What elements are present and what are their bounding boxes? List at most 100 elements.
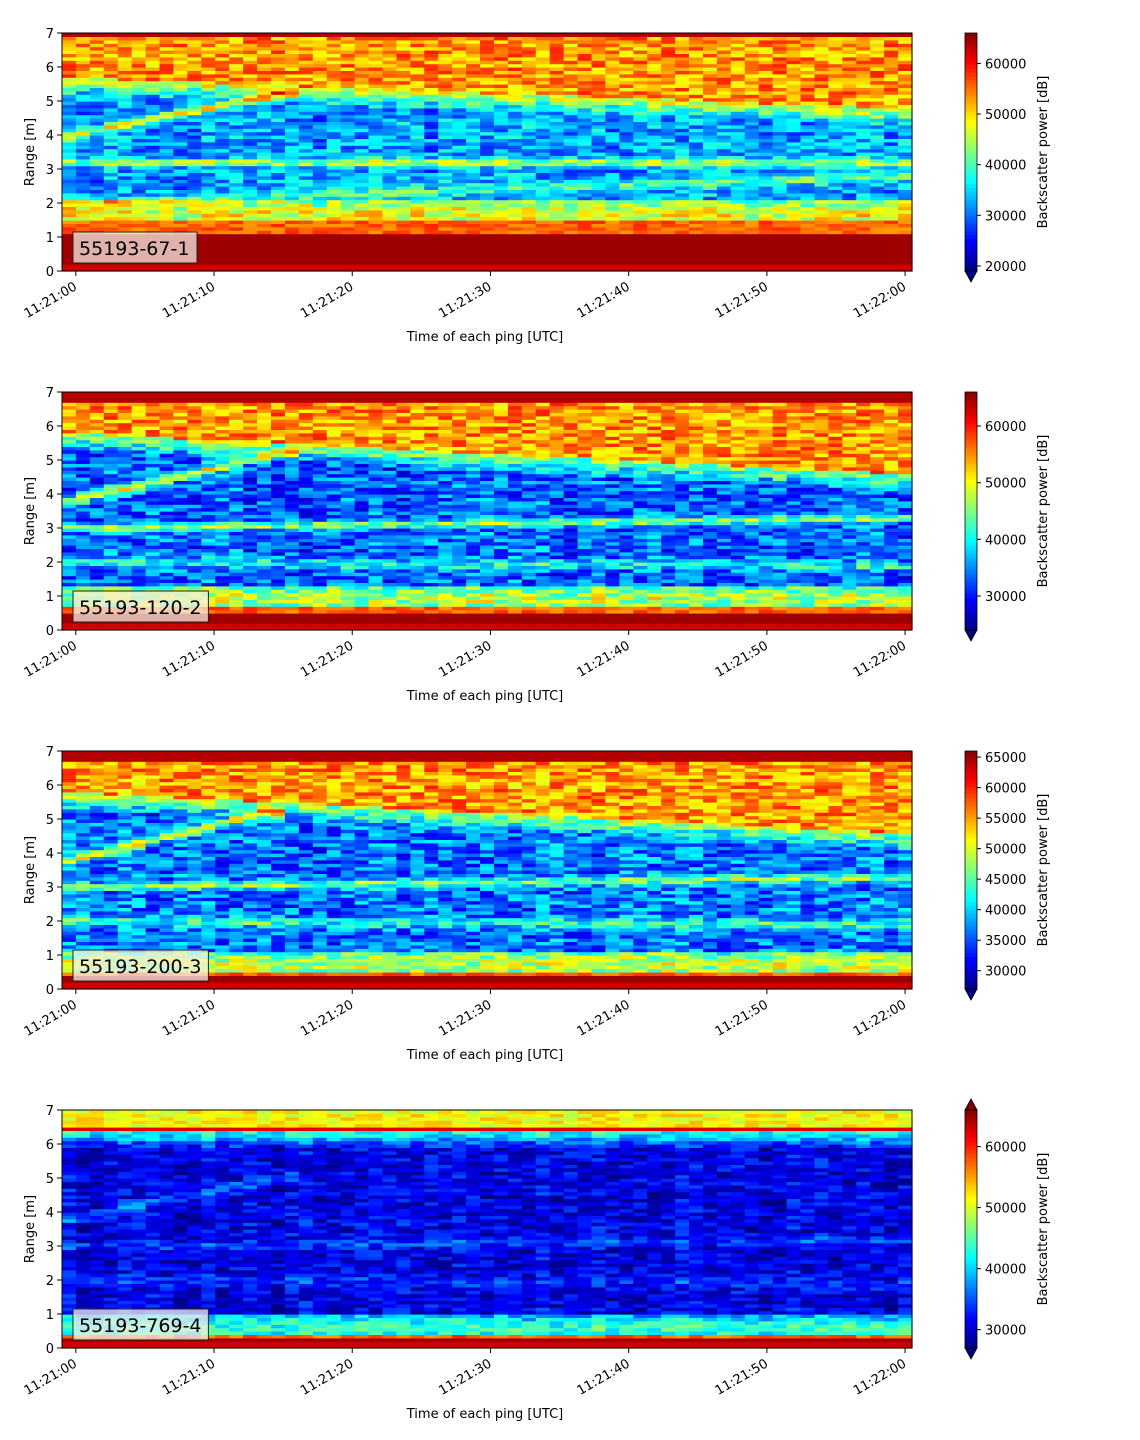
heatmap-cell — [898, 33, 913, 37]
heatmap-cell — [536, 159, 551, 163]
heatmap-cell — [410, 183, 425, 187]
heatmap-cell — [842, 251, 857, 255]
heatmap-cell — [856, 183, 871, 187]
heatmap-cell — [410, 149, 425, 153]
heatmap-cell — [257, 234, 272, 238]
heatmap-cell — [842, 193, 857, 197]
heatmap-cell — [592, 183, 607, 187]
colorbar-segment — [965, 152, 977, 157]
heatmap-cell — [257, 217, 272, 221]
heatmap-cell — [466, 33, 481, 37]
heatmap-cell — [856, 132, 871, 136]
x-tick-label: 11:21:30 — [436, 279, 494, 321]
heatmap-cell — [619, 149, 634, 153]
heatmap-cell — [438, 149, 453, 153]
colorbar-label: Backscatter power [dB] — [1036, 76, 1051, 229]
colorbar-segment — [965, 148, 977, 153]
heatmap-cell — [773, 33, 788, 37]
heatmap-cell — [578, 166, 593, 170]
heatmap-cell — [745, 264, 760, 268]
heatmap-cell — [564, 183, 579, 187]
heatmap-cell — [536, 166, 551, 170]
heatmap-cell — [842, 132, 857, 136]
heatmap-cell — [773, 149, 788, 153]
heatmap-cell — [118, 142, 133, 146]
heatmap-cell — [898, 183, 913, 187]
heatmap-cell — [842, 234, 857, 238]
heatmap-cell — [703, 251, 718, 255]
heatmap-cell — [229, 264, 244, 268]
colorbar-segment — [965, 61, 977, 66]
heatmap-cell — [452, 264, 467, 268]
heatmap-cell — [661, 193, 676, 197]
heatmap-cell — [703, 193, 718, 197]
heatmap-cell — [438, 244, 453, 248]
heatmap-cell — [633, 176, 648, 180]
heatmap-cell — [299, 227, 314, 231]
heatmap-cell — [466, 159, 481, 163]
colorbar-segment — [965, 247, 977, 252]
heatmap-cell — [884, 159, 899, 163]
heatmap-cell — [160, 159, 175, 163]
heatmap-cell — [382, 149, 397, 153]
heatmap-cell — [132, 193, 147, 197]
y-axis-label: Range [m] — [23, 118, 38, 186]
heatmap-cell — [341, 234, 356, 238]
heatmap-cell — [661, 227, 676, 231]
heatmap-cell — [731, 251, 746, 255]
heatmap-cell — [285, 166, 300, 170]
heatmap-cell — [104, 166, 119, 170]
heatmap-cell — [605, 132, 620, 136]
heatmap-cell — [396, 210, 411, 214]
heatmap-cell — [494, 132, 509, 136]
heatmap-cell — [62, 487, 77, 491]
heatmap-cell — [522, 264, 537, 268]
heatmap-cell — [271, 264, 286, 268]
heatmap-cell — [355, 210, 370, 214]
heatmap-cell — [689, 176, 704, 180]
heatmap-cell — [647, 176, 662, 180]
heatmap-cell — [856, 193, 871, 197]
heatmap-cell — [382, 244, 397, 248]
heatmap-cell — [160, 264, 175, 268]
heatmap-cell — [382, 183, 397, 187]
heatmap-cell — [369, 183, 384, 187]
heatmap-cell — [424, 159, 439, 163]
heatmap-cell — [550, 251, 565, 255]
heatmap-cell — [898, 142, 913, 146]
heatmap-cell — [480, 264, 495, 268]
heatmap-cell — [884, 217, 899, 221]
heatmap-cell — [731, 217, 746, 221]
heatmap-cell — [257, 210, 272, 214]
heatmap-cell — [257, 200, 272, 204]
heatmap-cell — [494, 159, 509, 163]
heatmap-cell — [396, 149, 411, 153]
heatmap-cell — [773, 244, 788, 248]
heatmap-cell — [104, 33, 119, 37]
heatmap-cell — [229, 244, 244, 248]
heatmap-cell — [243, 244, 258, 248]
heatmap-cell — [605, 234, 620, 238]
heatmap-cell — [647, 33, 662, 37]
heatmap-cell — [285, 264, 300, 268]
heatmap-cell — [243, 132, 258, 136]
heatmap-cell — [731, 210, 746, 214]
heatmap-cell — [801, 251, 816, 255]
heatmap-cell — [619, 166, 634, 170]
x-tick-label: 11:21:00 — [22, 279, 80, 321]
heatmap-cell — [466, 183, 481, 187]
heatmap-cell — [104, 392, 119, 396]
heatmap-cell — [592, 234, 607, 238]
heatmap-cell — [787, 193, 802, 197]
heatmap-cell — [271, 200, 286, 204]
heatmap-cell — [118, 149, 133, 153]
heatmap-cell — [187, 142, 202, 146]
heatmap-cell — [870, 149, 885, 153]
heatmap-cell — [118, 392, 133, 396]
heatmap-cell — [118, 200, 133, 204]
heatmap-cell — [466, 217, 481, 221]
heatmap-cell — [382, 132, 397, 136]
heatmap-cell — [369, 244, 384, 248]
heatmap-cell — [731, 142, 746, 146]
